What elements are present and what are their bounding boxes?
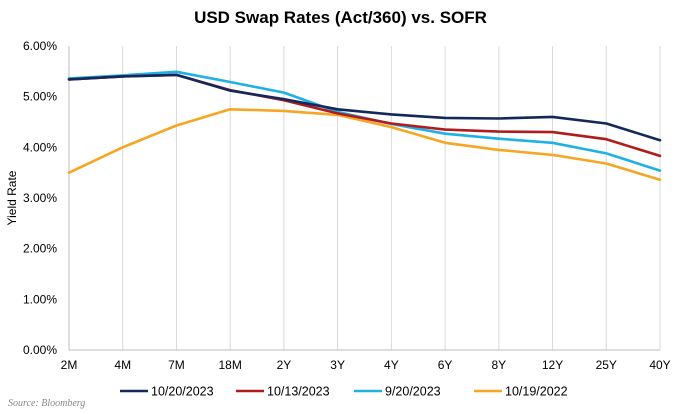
x-tick-label: 8Y xyxy=(491,358,506,372)
x-tick-label: 3Y xyxy=(330,358,345,372)
tick-labels: 0.00% 1.00% 2.00% 3.00% 4.00% 5.00% 6.00% 2M 4M 7… xyxy=(23,39,671,372)
x-tick-label: 18M xyxy=(219,358,242,372)
legend-label: 10/20/2023 xyxy=(151,385,214,399)
chart-title: USD Swap Rates (Act/360) vs. SOFR xyxy=(194,8,487,27)
x-tick-label: 2Y xyxy=(277,358,292,372)
x-tick-label: 4Y xyxy=(384,358,399,372)
x-tick-label: 2M xyxy=(61,358,78,372)
legend-label: 9/20/2023 xyxy=(385,385,441,399)
legend-label: 10/13/2023 xyxy=(267,385,330,399)
x-tick-label: 12Y xyxy=(542,358,563,372)
y-tick-label: 4.00% xyxy=(23,140,57,154)
series-line-10-20-2023 xyxy=(67,73,662,142)
series-line-10-19-2022 xyxy=(67,108,662,182)
x-tick-label: 7M xyxy=(168,358,185,372)
x-tick-label: 40Y xyxy=(649,358,670,372)
gridlines xyxy=(122,46,661,350)
x-tick-label: 25Y xyxy=(596,358,617,372)
series-lines xyxy=(67,70,662,182)
x-tick-label: 4M xyxy=(114,358,131,372)
legend-label: 10/19/2022 xyxy=(505,385,568,399)
y-tick-label: 0.00% xyxy=(23,343,57,357)
axes xyxy=(68,46,660,351)
legend: 10/20/2023 10/13/2023 9/20/2023 10/19/2022 xyxy=(120,385,568,399)
y-tick-label: 1.00% xyxy=(23,292,57,306)
y-axis-label: Yield Rate xyxy=(5,170,19,225)
series-line-10-13-2023 xyxy=(67,73,662,158)
y-tick-label: 5.00% xyxy=(23,90,57,104)
source-note: Source: Bloomberg xyxy=(8,398,86,409)
x-tick-label: 6Y xyxy=(438,358,453,372)
y-tick-label: 2.00% xyxy=(23,242,57,256)
y-tick-label: 6.00% xyxy=(23,39,57,53)
y-tick-label: 3.00% xyxy=(23,191,57,205)
